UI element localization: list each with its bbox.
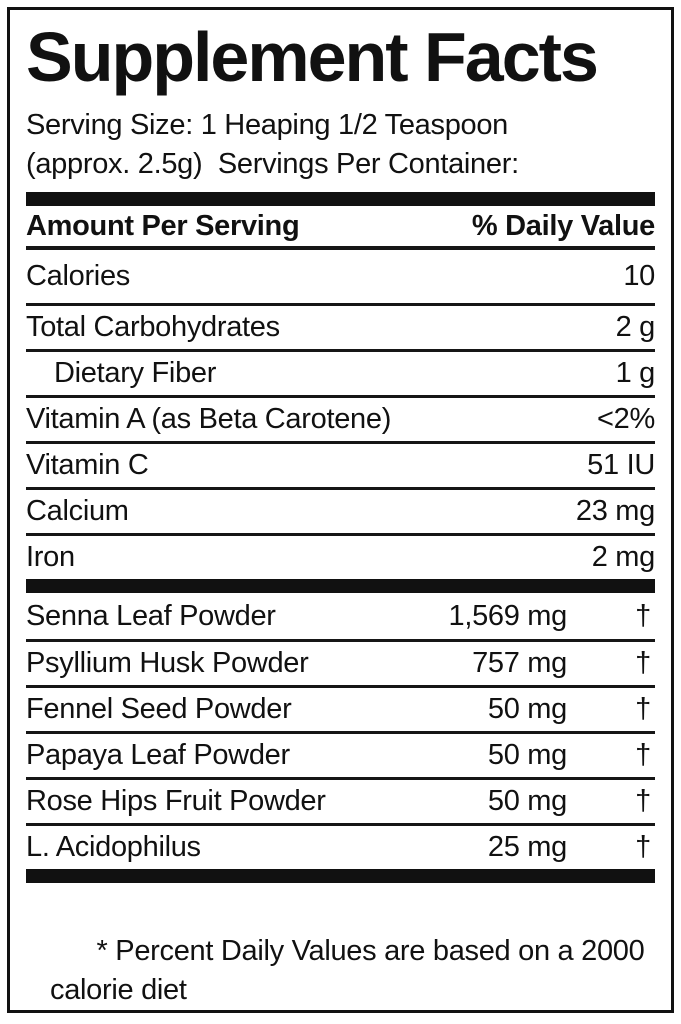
nutrient-row: Iron 2 mg [26,533,655,579]
ingredient-row: Senna Leaf Powder 1,569 mg † [26,593,655,639]
nutrient-name: Iron [26,541,75,573]
daily-value-dagger: † [635,739,651,771]
daily-value-dagger: † [635,693,651,725]
daily-value-header: % Daily Value [471,209,655,242]
nutrient-name: Calcium [26,495,129,527]
thick-separator-top [26,192,655,206]
ingredient-amount: 50 mg [487,739,567,771]
asterisk-marker: * [96,935,108,967]
thick-separator-bottom [26,869,655,883]
ingredient-row: L. Acidophilus 25 mg † [26,823,655,869]
nutrient-name: Vitamin C [26,449,149,481]
nutrient-name: Vitamin A (as Beta Carotene) [26,403,392,435]
daily-value-dagger: † [635,647,651,679]
ingredient-row: Papaya Leaf Powder 50 mg † [26,731,655,777]
ingredient-name: Fennel Seed Powder [26,693,292,725]
nutrient-row: Dietary Fiber 1 g [26,349,655,395]
nutrient-value: <2% [597,403,655,435]
nutrient-row: Calories 10 [26,250,655,303]
amount-per-serving-header: Amount Per Serving [26,209,300,242]
nutrient-row: Vitamin C 51 IU [26,441,655,487]
ingredient-amount: 50 mg [487,693,567,725]
nutrient-row: Vitamin A (as Beta Carotene) <2% [26,395,655,441]
ingredient-amount: 25 mg [487,831,567,863]
nutrient-row: Total Carbohydrates 2 g [26,303,655,349]
nutrient-value: 2 g [615,311,656,343]
ingredient-row: Fennel Seed Powder 50 mg † [26,685,655,731]
servings-per-container-line: (approx. 2.5g) Servings Per Container: [26,148,519,180]
nutrient-value: 23 mg [575,495,655,527]
ingredient-amount: 1,569 mg [448,599,567,632]
nutrient-value: 1 g [615,357,656,389]
nutrient-row: Calcium 23 mg [26,487,655,533]
footnote-percent-daily-values: * Percent Daily Values are based on a 20… [26,893,655,1010]
serving-size-line: Serving Size: 1 Heaping 1/2 Teaspoon [26,109,509,141]
ingredient-name: Psyllium Husk Powder [26,647,309,679]
daily-value-dagger: † [635,831,651,863]
ingredient-row: Psyllium Husk Powder 757 mg † [26,639,655,685]
ingredient-name: Senna Leaf Powder [26,599,276,632]
ingredient-name: Papaya Leaf Powder [26,739,290,771]
ingredient-row: Rose Hips Fruit Powder 50 mg † [26,777,655,823]
ingredient-name: Rose Hips Fruit Powder [26,785,326,817]
ingredients-section: Senna Leaf Powder 1,569 mg † Psyllium Hu… [26,593,655,869]
daily-value-dagger: † [635,785,651,817]
daily-value-dagger: † [635,599,651,632]
label-title: Supplement Facts [26,18,599,96]
ingredient-amount: 757 mg [472,647,567,679]
nutrient-name: Calories [26,260,130,292]
nutrient-value: 10 [623,260,655,292]
column-header-row: Amount Per Serving % Daily Value [26,206,655,250]
ingredient-name: L. Acidophilus [26,831,201,863]
thick-separator-middle [26,579,655,593]
nutrient-value: 51 IU [587,449,655,481]
nutrient-name: Total Carbohydrates [26,311,280,343]
nutrient-name: Dietary Fiber [54,357,217,389]
footnote-text: Percent Daily Values are based on a 2000… [50,935,653,1006]
ingredient-amount: 50 mg [487,785,567,817]
nutrient-value: 2 mg [591,541,656,573]
footnotes: * Percent Daily Values are based on a 20… [26,893,655,1010]
nutrients-section: Calories 10 Total Carbohydrates 2 g Diet… [26,250,655,579]
supplement-facts-label: Supplement Facts Serving Size: 1 Heaping… [7,7,674,1013]
